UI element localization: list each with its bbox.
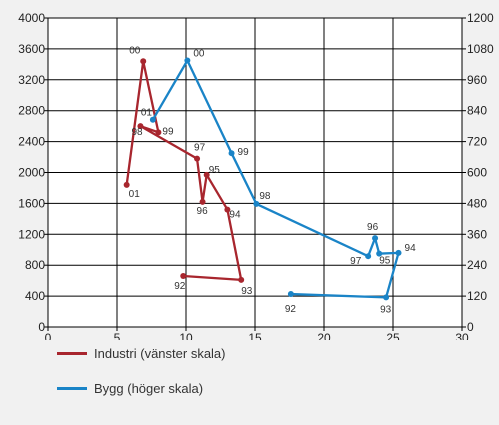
data-point-label: 97 [194,143,206,154]
data-point [395,249,402,256]
data-point [238,276,245,283]
data-point [180,273,187,280]
x-tick-label: 5 [114,331,121,340]
data-point-label: 99 [238,147,250,158]
x-tick-label: 20 [317,331,331,340]
data-point-label: 95 [379,256,391,267]
y-left-tick-label: 1200 [18,227,45,241]
y-right-tick-label: 360 [467,227,487,241]
y-left-tick-label: 4000 [18,11,45,25]
data-point [137,123,144,130]
y-right-tick-label: 840 [467,104,487,118]
series-line-industri [125,60,243,282]
x-tick-label: 0 [45,331,52,340]
y-left-tick-label: 3200 [18,73,45,87]
x-tick-label: 30 [455,331,469,340]
y-left-tick-label: 2000 [18,166,45,180]
y-left-tick-label: 1600 [18,196,45,210]
data-point-label: 95 [209,165,221,176]
data-point-label: 01 [141,108,153,119]
data-point [376,250,383,257]
data-point [228,150,235,157]
y-right-tick-label: 720 [467,135,487,149]
data-point [253,200,260,207]
series-line-bygg [151,59,400,299]
data-point [140,58,147,65]
y-left-tick-label: 2400 [18,135,45,149]
data-point-label: 98 [259,191,271,202]
data-point [203,171,210,178]
data-point [184,57,191,64]
data-point [199,198,206,205]
y-right-tick-label: 240 [467,258,487,272]
y-right-tick-label: 600 [467,166,487,180]
y-left-tick-label: 400 [25,289,45,303]
data-point [194,155,201,162]
y-left-tick-label: 3600 [18,42,45,56]
y-left-tick-label: 800 [25,258,45,272]
data-point [372,235,379,242]
data-point-label: 93 [380,304,392,315]
data-point [123,181,130,188]
x-tick-label: 15 [248,331,262,340]
data-point [383,294,390,301]
data-point-label: 94 [229,210,241,221]
y-right-tick-label: 480 [467,196,487,210]
data-point [224,206,231,213]
legend-label-industri: Industri (vänster skala) [94,346,226,361]
data-point-label: 92 [285,304,297,315]
y-right-tick-label: 1200 [467,11,494,25]
y-left-tick-label: 2800 [18,104,45,118]
data-point [155,129,162,136]
y-right-tick-label: 0 [467,320,474,334]
data-point-label: 93 [241,286,253,297]
legend-item-bygg: Bygg (höger skala) [57,381,203,396]
data-point [287,291,294,298]
data-point [365,253,372,260]
y-right-tick-label: 1080 [467,42,494,56]
data-point-label: 92 [174,281,186,292]
data-point-label: 94 [405,243,417,254]
data-point-label: 96 [367,222,379,233]
data-point-label: 00 [129,45,141,56]
x-tick-label: 25 [386,331,400,340]
legend-swatch-industri [57,352,87,355]
data-point-label: 01 [129,189,141,200]
data-point-label: 96 [197,206,209,217]
y-right-tick-label: 120 [467,289,487,303]
legend-label-bygg: Bygg (höger skala) [94,381,204,396]
data-point [149,116,156,123]
x-tick-label: 10 [179,331,193,340]
y-right-tick-label: 960 [467,73,487,87]
data-series: 92 93 94 95 96 97 98 99 00 01 92 93 94 95 96 97 98 99 00 01 [123,45,417,315]
legend-item-industri: Industri (vänster skala) [57,346,226,361]
data-point-label: 99 [162,126,174,137]
data-point-label: 00 [193,48,205,59]
legend-swatch-bygg [57,387,87,390]
data-point-label: 97 [350,256,362,267]
data-point-label: 98 [131,127,143,138]
y-left-tick-label: 0 [38,320,45,334]
